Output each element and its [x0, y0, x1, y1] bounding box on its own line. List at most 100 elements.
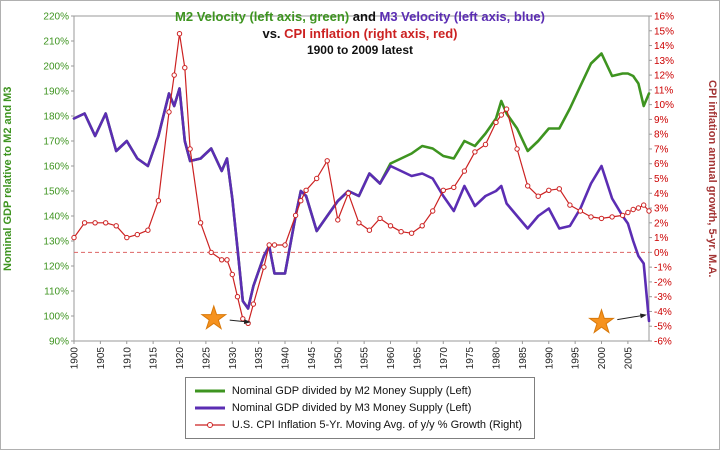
right-axis-tick-label: -2% — [654, 277, 672, 288]
right-axis-tick-label: 6% — [654, 159, 669, 170]
cpi-inflation-marker — [556, 186, 562, 192]
cpi-inflation-marker — [303, 187, 309, 194]
cpi-inflation-marker — [472, 149, 478, 155]
right-axis-tick-label: 4% — [654, 189, 669, 200]
left-axis-label: Nominal GDP relative to M2 and M3 — [2, 86, 14, 271]
star-annotation-2 — [588, 308, 615, 334]
x-axis-tick-label: 2000 — [597, 347, 608, 370]
left-axis-tick-label: 100% — [43, 312, 69, 323]
x-axis-tick-label: 1995 — [571, 347, 582, 370]
cpi-inflation-line — [73, 33, 650, 324]
cpi-inflation-marker — [271, 242, 278, 248]
x-axis-tick-label: 1920 — [175, 347, 186, 370]
x-axis-tick-label: 1925 — [201, 347, 212, 370]
cpi-inflation-marker — [567, 202, 573, 208]
right-axis-tick-label: 1% — [654, 233, 669, 244]
cpi-inflation-marker — [166, 109, 172, 115]
left-axis-tick-label: 210% — [43, 37, 69, 48]
left-axis-tick-label: 180% — [43, 112, 69, 123]
cpi-inflation-marker — [103, 220, 109, 226]
x-axis-tick-label: 1990 — [544, 347, 555, 370]
annotation-arrowhead-2 — [640, 313, 647, 319]
cpi-inflation-marker — [461, 168, 468, 174]
cpi-inflation-marker — [171, 72, 177, 78]
cpi-inflation-marker — [577, 208, 584, 214]
cpi-inflation-marker — [298, 198, 304, 204]
right-axis-tick-label: 14% — [654, 41, 674, 52]
cpi-inflation-marker — [440, 187, 446, 194]
cpi-inflation-marker — [92, 220, 98, 226]
cpi-inflation-marker — [261, 264, 267, 270]
left-axis-tick-label: 220% — [43, 12, 69, 23]
x-axis-tick-label: 1950 — [333, 347, 344, 370]
right-axis-tick-label: 15% — [654, 26, 674, 37]
cpi-inflation-marker — [182, 65, 188, 71]
x-axis-tick-label: 2005 — [623, 347, 634, 370]
left-axis-tick-label: 190% — [43, 87, 69, 98]
plot-border — [73, 15, 650, 342]
legend-label-m3: Nominal GDP divided by M3 Money Supply (… — [231, 401, 472, 414]
cpi-inflation-marker — [535, 193, 541, 199]
right-axis-tick-label: 13% — [654, 56, 674, 67]
cpi-inflation-marker — [71, 234, 77, 241]
cpi-inflation-marker — [377, 215, 383, 222]
cpi-inflation-marker — [451, 184, 457, 191]
cpi-inflation-marker — [229, 271, 236, 278]
cpi-inflation-marker — [81, 220, 88, 226]
cpi-inflation-marker — [219, 257, 225, 263]
x-axis-tick-label: 1960 — [386, 347, 397, 370]
annotation-arrowhead-1 — [243, 319, 251, 324]
x-axis-tick-label: 1905 — [96, 347, 107, 370]
legend-item-m2: Nominal GDP divided by M2 Money Supply (… — [194, 382, 522, 399]
cpi-inflation-marker — [224, 257, 230, 263]
right-axis-tick-label: -6% — [654, 337, 672, 348]
legend-box: Nominal GDP divided by M2 Money Supply (… — [184, 377, 536, 439]
x-axis-tick-label: 1965 — [412, 347, 423, 370]
cpi-inflation-marker — [113, 223, 119, 229]
x-axis-tick-label: 1955 — [360, 347, 371, 370]
legend-swatch-m3-line — [194, 406, 225, 409]
cpi-inflation-marker — [398, 229, 404, 235]
cpi-inflation-marker — [145, 227, 151, 233]
right-axis-tick-label: 7% — [654, 144, 669, 155]
annotation-arrow-1 — [229, 319, 246, 323]
legend-swatch-cpi-line — [194, 421, 225, 428]
cpi-inflation-marker — [419, 223, 425, 229]
right-axis-tick-label: 8% — [654, 130, 669, 141]
right-axis-tick-label: 3% — [654, 204, 669, 215]
right-axis-tick-label: 2% — [654, 218, 669, 229]
right-axis-tick-label: 12% — [654, 71, 674, 82]
legend-container: Nominal GDP divided by M2 Money Supply (… — [1, 377, 719, 439]
right-axis-tick-label: 5% — [654, 174, 669, 185]
cpi-inflation-marker — [356, 220, 362, 226]
cpi-inflation-marker — [134, 231, 141, 238]
cpi-inflation-marker — [187, 146, 193, 152]
cpi-inflation-marker — [503, 106, 510, 112]
cpi-inflation-marker — [250, 301, 257, 307]
right-axis-tick-label: -5% — [654, 322, 672, 333]
cpi-inflation-marker — [408, 230, 415, 236]
m3-velocity-line — [72, 87, 651, 323]
cpi-inflation-marker — [266, 242, 272, 248]
x-axis-tick-label: 1985 — [518, 347, 529, 370]
x-axis-tick-label: 1910 — [122, 347, 133, 370]
cpi-inflation-marker — [619, 212, 626, 219]
cpi-inflation-marker — [430, 208, 436, 214]
cpi-inflation-marker — [609, 214, 615, 220]
cpi-inflation-marker — [176, 31, 183, 37]
right-axis-tick-label: 16% — [654, 12, 674, 23]
right-axis-tick-label: 0% — [654, 248, 669, 259]
left-axis-tick-label: 130% — [43, 237, 69, 248]
cpi-inflation-marker — [646, 208, 652, 214]
right-axis-tick-label: -1% — [654, 263, 672, 274]
cpi-inflation-marker — [324, 158, 330, 164]
left-axis-tick-label: 160% — [43, 162, 69, 173]
x-axis-tick-label: 1930 — [228, 347, 239, 370]
star-annotation-1 — [200, 304, 228, 330]
cpi-inflation-marker — [546, 187, 552, 194]
cpi-inflation-marker — [387, 223, 394, 229]
left-axis-tick-label: 140% — [43, 212, 69, 223]
cpi-inflation-marker — [282, 242, 288, 248]
